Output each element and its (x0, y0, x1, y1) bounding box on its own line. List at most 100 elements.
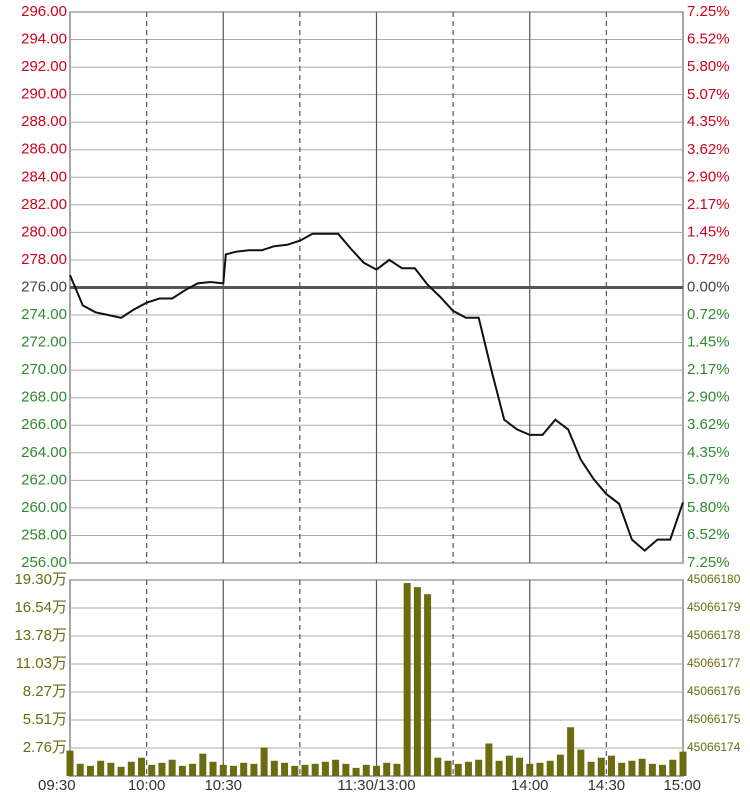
volume-bar (107, 762, 115, 776)
volume-bar (321, 761, 329, 776)
volume-bar (413, 587, 421, 776)
y2-tick-label: 2.17% (687, 196, 730, 213)
y2-tick-label: 0.72% (687, 251, 730, 268)
y2-tick-label: 45066175 (687, 712, 741, 726)
volume-bar (209, 761, 217, 776)
volume-bar (148, 764, 156, 776)
volume-bar (342, 763, 350, 776)
y-tick-label: 2.76万 (23, 739, 67, 756)
volume-bar (454, 763, 462, 776)
y-tick-label: 5.51万 (23, 711, 67, 728)
volume-bar (127, 761, 135, 776)
y2-tick-label: 3.62% (687, 141, 730, 158)
volume-bar (158, 762, 166, 776)
y2-tick-label: 5.80% (687, 58, 730, 75)
y2-tick-label: 1.45% (687, 334, 730, 351)
x-tick-label: 11:30/13:00 (337, 777, 415, 792)
volume-bar (229, 765, 237, 776)
volume-bar (444, 760, 452, 776)
x-tick-label: 15:00 (663, 777, 701, 792)
volume-bar (260, 747, 268, 776)
y2-tick-label: 7.25% (687, 554, 730, 571)
volume-bar (424, 594, 432, 776)
volume-bar (97, 760, 105, 776)
volume-bar (178, 765, 186, 776)
volume-bar (546, 760, 554, 776)
price-line (69, 232, 684, 552)
y-tick-label: 286.00 (21, 141, 67, 158)
volume-bar (352, 767, 360, 776)
y2-tick-label: 45066176 (687, 684, 741, 698)
y2-tick-label: 4.35% (687, 113, 730, 130)
x-tick-label: 10:30 (204, 777, 242, 792)
volume-bar (536, 762, 544, 776)
volume-bar (475, 759, 483, 776)
volume-bar (291, 765, 299, 776)
y-tick-label: 292.00 (21, 58, 67, 75)
volume-bar (607, 755, 615, 776)
y-tick-label: 268.00 (21, 389, 67, 406)
y-tick-label: 16.54万 (14, 599, 67, 616)
y-tick-label: 258.00 (21, 526, 67, 543)
y-tick-label: 274.00 (21, 306, 67, 323)
volume-bar (332, 759, 340, 776)
y-tick-label: 284.00 (21, 168, 67, 185)
volume-bar (281, 762, 289, 776)
volume-bar (516, 757, 524, 776)
volume-bar (495, 760, 503, 776)
y2-tick-label: 5.80% (687, 499, 730, 516)
volume-bar (526, 763, 534, 776)
volume-bar (628, 760, 636, 776)
volume-bar (393, 763, 401, 776)
y2-tick-label: 5.07% (687, 86, 730, 103)
volume-bar (138, 757, 146, 776)
y2-tick-label: 6.52% (687, 526, 730, 543)
volume-bar (587, 761, 595, 776)
y-tick-label: 264.00 (21, 444, 67, 461)
y2-tick-label: 4.35% (687, 444, 730, 461)
volume-bar (648, 763, 656, 776)
y-tick-label: 288.00 (21, 113, 67, 130)
volume-bar (240, 762, 248, 776)
y-tick-label: 296.00 (21, 3, 67, 20)
y2-tick-label: 45066178 (687, 628, 741, 642)
volume-bar (76, 763, 84, 776)
y-tick-label: 260.00 (21, 499, 67, 516)
y-tick-label: 19.30万 (14, 571, 67, 588)
volume-bar (311, 763, 319, 776)
y2-tick-label: 1.45% (687, 223, 730, 240)
y-tick-label: 266.00 (21, 416, 67, 433)
volume-bar (86, 765, 94, 776)
y2-tick-label: 0.00% (687, 278, 730, 295)
y2-tick-label: 5.07% (687, 471, 730, 488)
volume-bar (250, 763, 258, 776)
y2-tick-label: 45066177 (687, 656, 741, 670)
y-tick-label: 290.00 (21, 86, 67, 103)
y-tick-label: 272.00 (21, 334, 67, 351)
x-tick-label: 14:00 (511, 777, 549, 792)
volume-bar (199, 753, 207, 776)
y2-tick-label: 2.90% (687, 168, 730, 185)
volume-bar (556, 754, 564, 776)
y-tick-label: 270.00 (21, 361, 67, 378)
volume-bar (383, 762, 391, 776)
y2-tick-label: 2.90% (687, 389, 730, 406)
volume-bar (117, 766, 125, 776)
volume-bar (373, 765, 380, 776)
volume-bar (618, 762, 626, 776)
y-tick-label: 8.27万 (23, 683, 67, 700)
volume-bar (577, 749, 585, 776)
volume-bar (638, 758, 646, 776)
volume-bar (362, 764, 370, 776)
y-tick-label: 256.00 (21, 554, 67, 571)
volume-bar (219, 764, 227, 776)
volume-bar (270, 760, 278, 776)
y2-tick-label: 45066180 (687, 572, 741, 586)
volume-bar (434, 757, 442, 776)
volume-bar (659, 764, 667, 776)
volume-bar (485, 743, 493, 776)
y-tick-label: 278.00 (21, 251, 67, 268)
y2-tick-label: 45066179 (687, 600, 741, 614)
y2-tick-label: 3.62% (687, 416, 730, 433)
